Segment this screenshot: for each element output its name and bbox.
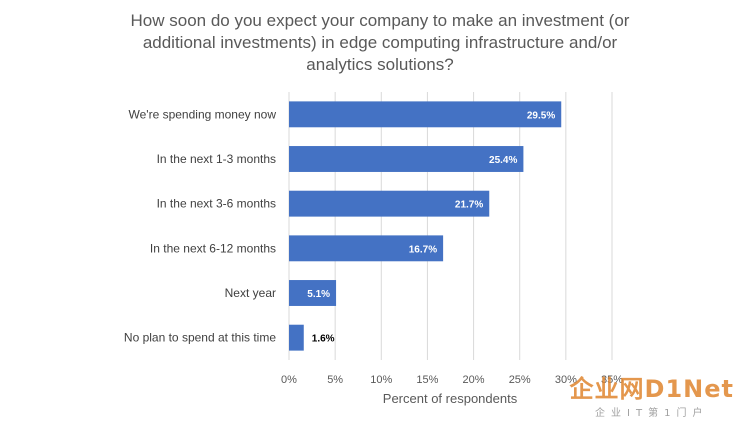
bar (289, 324, 304, 351)
bar (289, 146, 524, 172)
category-label: We're spending money now (129, 107, 277, 121)
x-tick-label: 15% (416, 374, 438, 386)
watermark-sub-text: 企业IT第1门户 (595, 408, 709, 419)
data-label: 21.7% (455, 200, 483, 211)
data-label: 16.7% (409, 244, 437, 255)
x-tick-label: 30% (555, 374, 577, 386)
bar (289, 190, 490, 217)
x-tick-label: 35% (601, 374, 623, 386)
x-tick-label: 20% (463, 374, 485, 386)
x-tick-label: 5% (327, 374, 343, 386)
x-tick-labels: 0% 5% 10% 15% 20% 25% 30% 35% (281, 374, 623, 386)
data-label: 1.6% (312, 334, 335, 345)
category-labels: We're spending money now In the next 1-3 … (124, 107, 276, 344)
data-label: 29.5% (527, 110, 555, 121)
x-tick-label: 25% (509, 374, 531, 386)
bar (289, 235, 444, 262)
x-axis-label: Percent of respondents (383, 391, 518, 406)
watermark-main-text: 企业网D1Net (569, 375, 734, 403)
bars: 29.5% 25.4% 21.7% 16.7% 5.1% 1.6% (289, 101, 562, 351)
x-tick-label: 10% (370, 374, 392, 386)
category-label: In the next 6-12 months (150, 241, 276, 255)
data-label: 25.4% (489, 155, 517, 166)
category-label: In the next 1-3 months (157, 152, 276, 166)
x-tick-label: 0% (281, 374, 297, 386)
category-label: In the next 3-6 months (157, 197, 276, 211)
gridlines (288, 92, 613, 360)
watermark-logo: 企业网D1Net 企业IT第1门户 (570, 369, 734, 419)
bar (289, 280, 337, 306)
category-label: Next year (225, 286, 276, 300)
category-label: No plan to spend at this time (124, 331, 276, 345)
data-label: 5.1% (307, 289, 330, 300)
bar (289, 101, 562, 128)
chart-title: How soon do you expect your company to m… (130, 11, 630, 74)
